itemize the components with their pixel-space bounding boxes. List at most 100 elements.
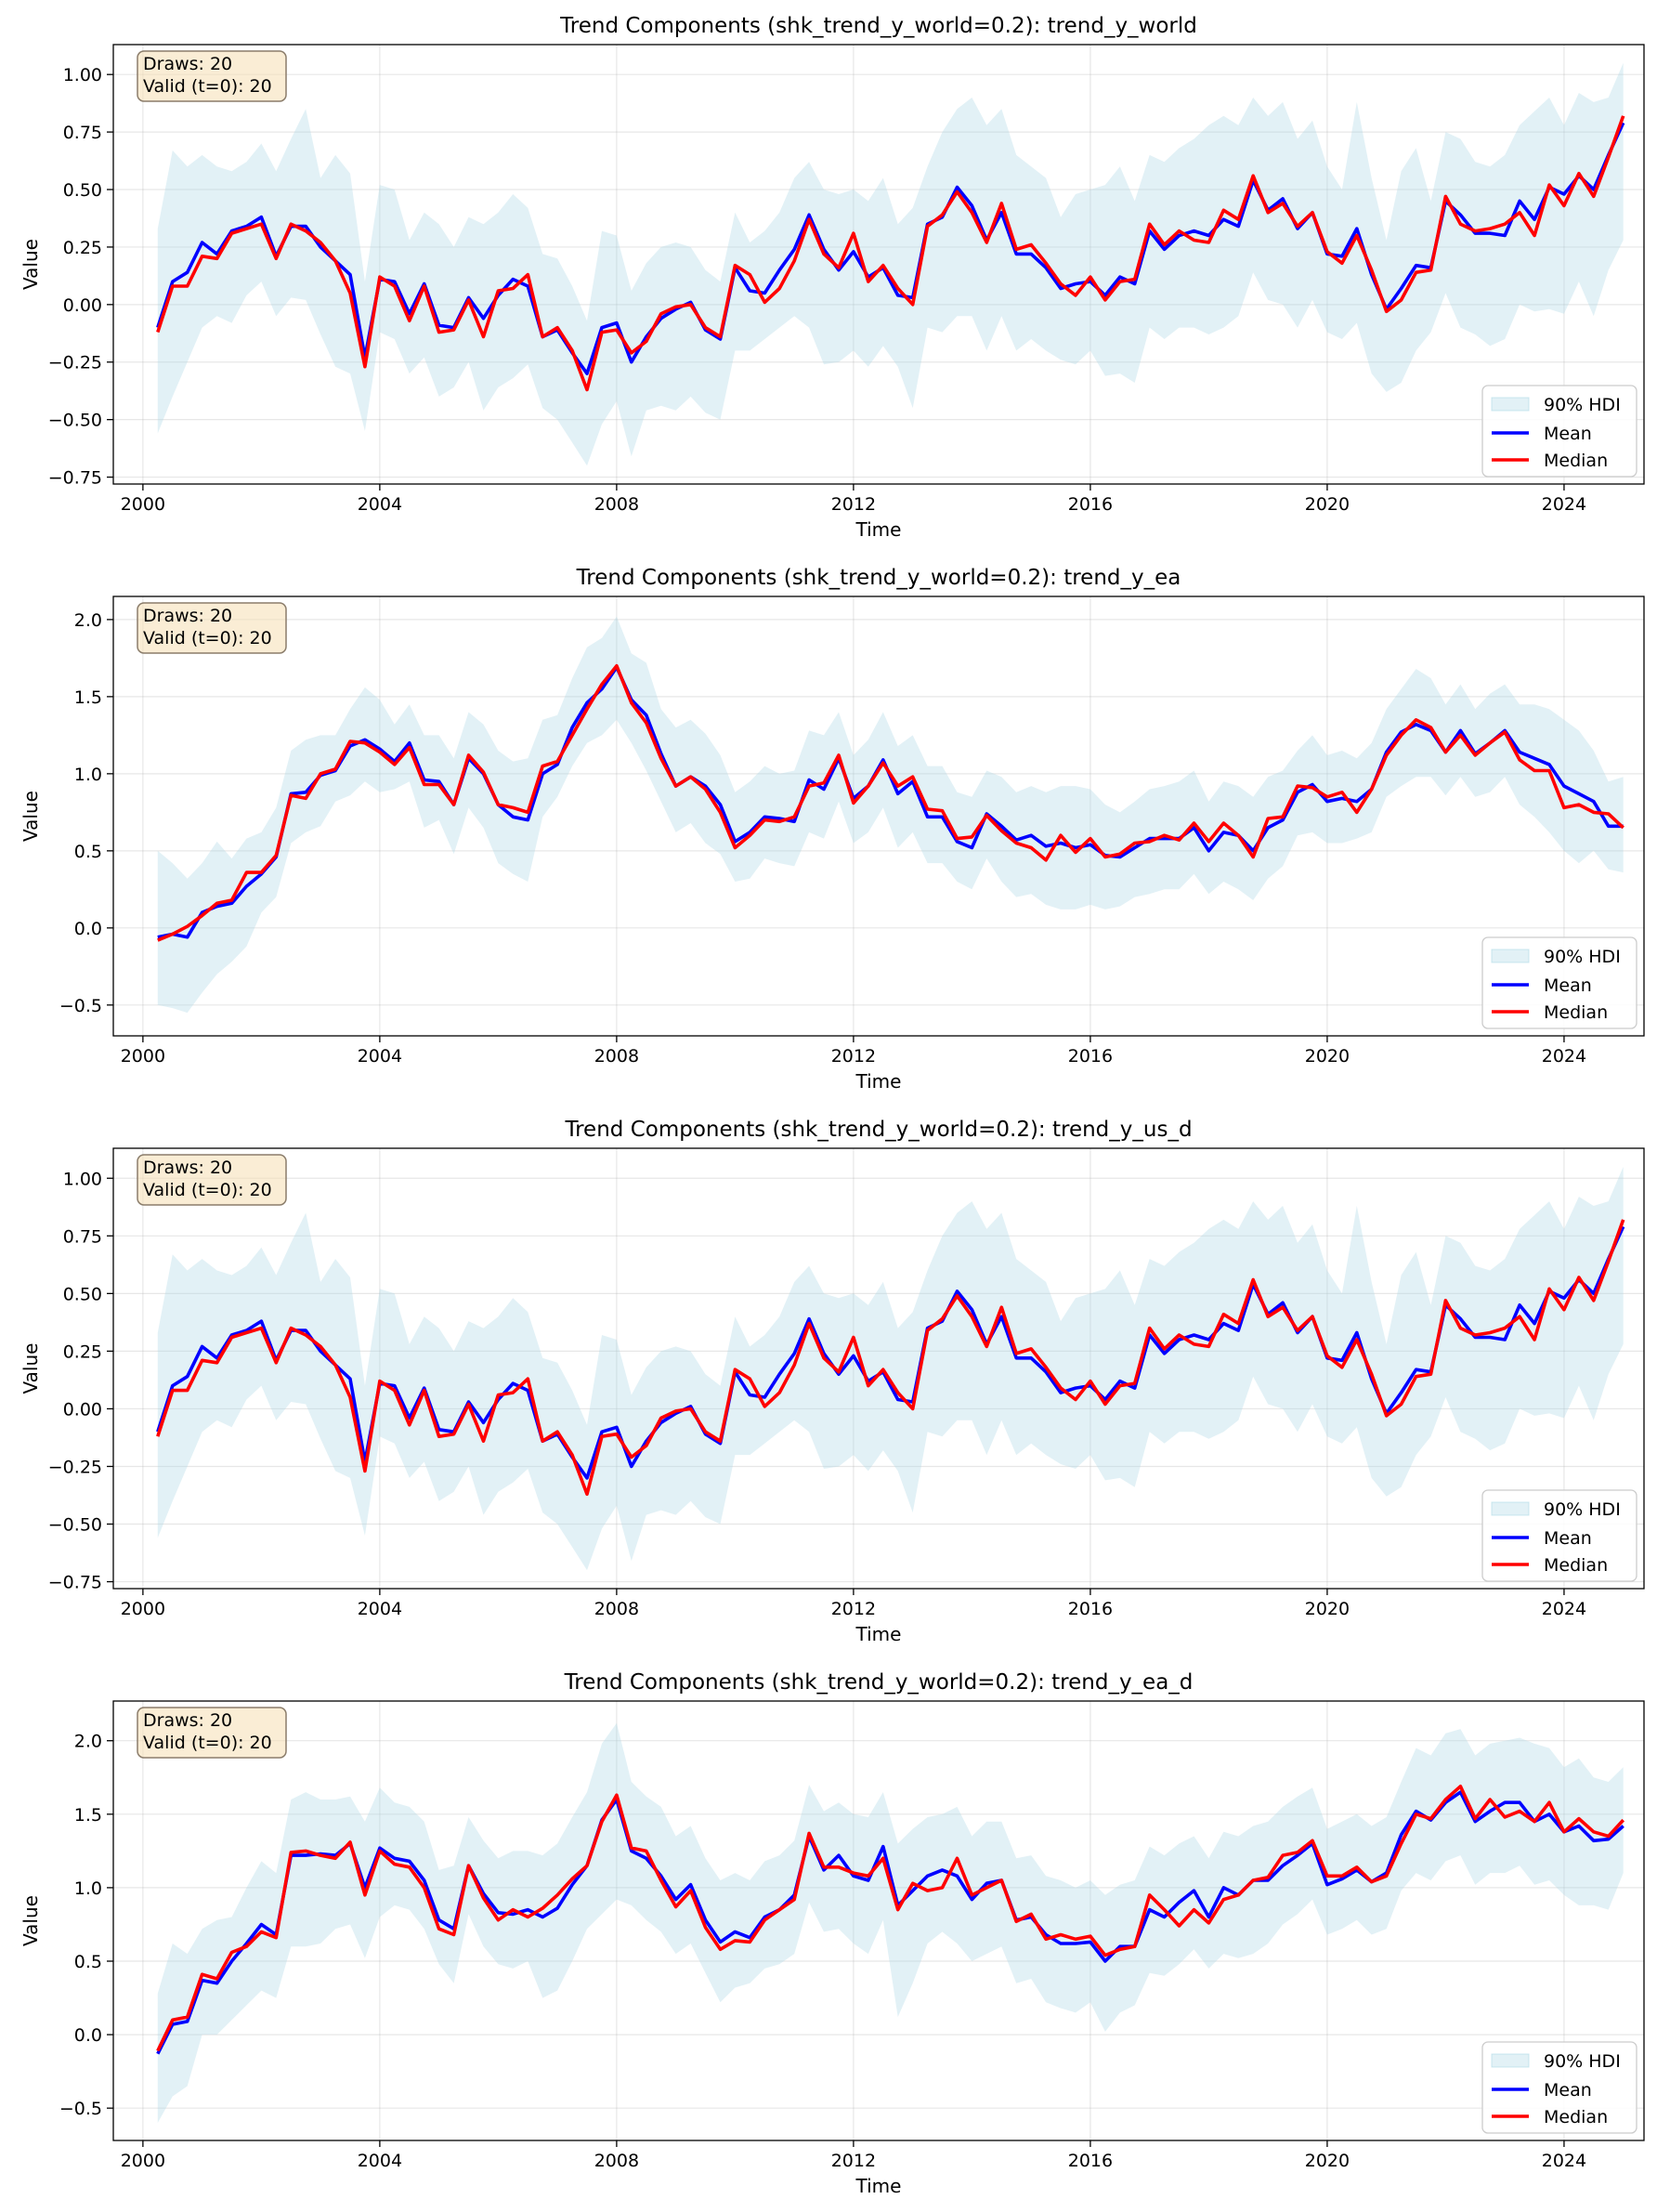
y-tick-label: 0.0 — [74, 919, 102, 939]
x-tick-label: 2004 — [358, 494, 402, 515]
y-tick-label: −0.75 — [48, 1573, 102, 1593]
axes-frame — [112, 596, 1645, 1037]
legend-box — [1481, 385, 1637, 478]
y-tick-label: 0.5 — [74, 842, 102, 862]
stats-box — [137, 1154, 287, 1206]
x-tick-label: 2024 — [1542, 1599, 1586, 1619]
y-tick-label: 0.50 — [63, 1284, 102, 1304]
y-axis-label: Value — [20, 791, 42, 842]
plot-area — [157, 616, 1624, 1014]
stats-draws: Draws: 20 — [143, 606, 232, 626]
y-tick-label: −0.25 — [48, 1457, 102, 1477]
x-tick-label: 2004 — [358, 1046, 402, 1067]
x-axis-label: Time — [855, 1623, 902, 1645]
median-line — [157, 663, 1624, 942]
x-tick-label: 2012 — [831, 1046, 876, 1067]
stats-draws: Draws: 20 — [143, 54, 232, 74]
x-tick-label: 2004 — [358, 2151, 402, 2171]
stats-valid: Valid (t=0): 20 — [143, 1733, 272, 1753]
stats-draws: Draws: 20 — [143, 1710, 232, 1731]
y-tick-label: −0.25 — [48, 353, 102, 373]
x-tick-label: 2012 — [831, 2151, 876, 2171]
legend-label-mean: Mean — [1544, 2080, 1592, 2101]
y-tick-label: 2.0 — [74, 610, 102, 631]
y-axis-label: Value — [20, 1343, 42, 1394]
y-axis-label: Value — [20, 239, 42, 290]
chart-panel-4: 2000 2004 2008 2012 2016 2020 2024 −0.5 0.0 0.5 1.… — [20, 1670, 1645, 2197]
median-line — [156, 115, 1625, 392]
stats-valid: Valid (t=0): 20 — [143, 628, 272, 648]
x-tick-label: 2016 — [1068, 2151, 1113, 2171]
y-tick-label: 0.5 — [74, 1952, 102, 1972]
x-tick-label: 2008 — [594, 1046, 639, 1067]
legend-label-median: Median — [1544, 2107, 1608, 2127]
y-axis-label: Value — [20, 1895, 42, 1946]
x-tick-label: 2008 — [594, 494, 639, 515]
legend-hdi-swatch — [1491, 2053, 1530, 2068]
legend-label-mean: Mean — [1544, 975, 1592, 996]
chart-panel-2: 2000 2004 2008 2012 2016 2020 2024 −0.5 0.0 0.5 1.… — [20, 566, 1645, 1093]
x-tick-label: 2024 — [1542, 494, 1586, 515]
x-tick-label: 2000 — [121, 1599, 165, 1619]
x-tick-label: 2020 — [1305, 2151, 1350, 2171]
plot-area — [156, 62, 1625, 466]
x-tick-label: 2024 — [1542, 2151, 1586, 2171]
legend-label-hdi: 90% HDI — [1544, 2051, 1621, 2072]
x-tick-label: 2012 — [831, 494, 876, 515]
hdi-band — [157, 616, 1624, 1014]
x-tick-label: 2016 — [1068, 1046, 1113, 1067]
legend-label-hdi: 90% HDI — [1544, 947, 1621, 967]
x-tick-label: 2000 — [121, 1046, 165, 1067]
hdi-band — [157, 62, 1624, 466]
x-tick-label: 2024 — [1542, 1046, 1586, 1067]
y-tick-label: 0.75 — [63, 123, 102, 143]
y-tick-label: 1.00 — [63, 1169, 102, 1189]
y-tick-label: −0.5 — [59, 2099, 102, 2119]
x-axis-label: Time — [855, 1070, 902, 1093]
plot-area — [156, 1166, 1625, 1571]
x-tick-label: 2020 — [1305, 1599, 1350, 1619]
x-tick-label: 2020 — [1305, 494, 1350, 515]
stats-valid: Valid (t=0): 20 — [143, 76, 272, 97]
legend-hdi-swatch — [1491, 1501, 1530, 1516]
stats-box — [137, 1707, 287, 1759]
x-tick-label: 2020 — [1305, 1046, 1350, 1067]
y-tick-label: 0.50 — [63, 180, 102, 201]
x-tick-label: 2008 — [594, 1599, 639, 1619]
y-tick-label: 1.5 — [74, 687, 102, 708]
axes-frame — [112, 44, 1645, 485]
legend-label-hdi: 90% HDI — [1544, 395, 1621, 415]
legend-label-median: Median — [1544, 451, 1608, 471]
chart-title: Trend Components (shk_trend_y_world=0.2)… — [564, 1118, 1192, 1142]
legend-hdi-swatch — [1491, 949, 1530, 963]
stats-box — [137, 50, 287, 102]
x-tick-label: 2000 — [121, 2151, 165, 2171]
y-tick-label: −0.50 — [48, 411, 102, 431]
chart-title: Trend Components (shk_trend_y_world=0.2)… — [564, 1670, 1194, 1695]
legend-label-mean: Mean — [1544, 424, 1592, 444]
stats-draws: Draws: 20 — [143, 1158, 232, 1178]
legend-label-mean: Mean — [1544, 1528, 1592, 1549]
y-tick-label: 1.0 — [74, 1878, 102, 1899]
stats-valid: Valid (t=0): 20 — [143, 1180, 272, 1200]
y-tick-label: −0.50 — [48, 1515, 102, 1536]
y-tick-label: 0.25 — [63, 238, 102, 258]
y-tick-label: 1.5 — [74, 1805, 102, 1826]
y-tick-label: −0.75 — [48, 468, 102, 489]
median-line — [156, 1785, 1625, 2052]
legend-box — [1481, 1489, 1637, 1582]
hdi-band — [157, 1722, 1624, 2123]
y-tick-label: 0.25 — [63, 1342, 102, 1362]
chart-panel-3: 2000 2004 2008 2012 2016 2020 2024 −0.75 −0.50 −0… — [20, 1118, 1645, 1645]
axes-frame — [112, 1147, 1645, 1590]
y-tick-label: 0.75 — [63, 1226, 102, 1247]
x-axis-label: Time — [855, 2175, 902, 2197]
y-tick-label: 0.0 — [74, 2025, 102, 2046]
x-axis-label: Time — [855, 518, 902, 541]
x-tick-label: 2008 — [594, 2151, 639, 2171]
x-tick-label: 2016 — [1068, 1599, 1113, 1619]
chart-title: Trend Components (shk_trend_y_world=0.2)… — [576, 566, 1181, 590]
legend-label-median: Median — [1544, 1002, 1608, 1023]
legend-box — [1481, 936, 1637, 1029]
